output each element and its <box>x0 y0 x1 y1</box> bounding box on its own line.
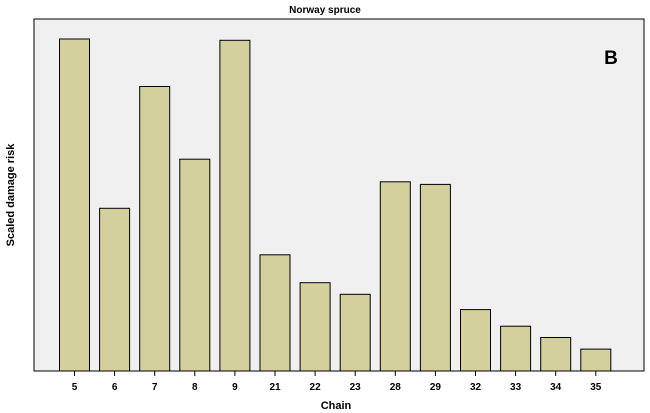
x-tick-label: 6 <box>112 382 118 393</box>
x-tick-label: 23 <box>350 382 362 393</box>
plot-area <box>33 18 645 372</box>
x-tick-label: 35 <box>590 382 602 393</box>
bar-chain-32 <box>460 309 491 372</box>
bar-chain-22 <box>299 282 331 372</box>
bar-chain-6 <box>99 207 131 372</box>
x-ticks-group: 5 6 7 8 9 21 22 23 28 29 32 33 34 35 <box>72 371 602 393</box>
x-tick-label: 7 <box>152 382 158 393</box>
x-tick-label: 32 <box>470 382 482 393</box>
bar-chain-35 <box>580 348 612 372</box>
x-axis-label: Chain <box>321 400 352 412</box>
x-tick-label: 22 <box>310 382 322 393</box>
x-tick-label: 21 <box>269 382 281 393</box>
bar-chain-23 <box>339 293 371 372</box>
bar-chain-8 <box>179 158 211 372</box>
bar-chain-29 <box>419 183 451 372</box>
bar-chain-5 <box>59 38 90 372</box>
x-tick-label: 29 <box>430 382 442 393</box>
y-axis-label: Scaled damage risk <box>5 143 17 247</box>
bar-chain-34 <box>540 337 572 372</box>
x-tick-label: 33 <box>510 382 522 393</box>
x-tick-label: 5 <box>72 382 78 393</box>
x-tick-label: 28 <box>390 382 402 393</box>
bar-chain-33 <box>500 325 532 372</box>
x-tick-label: 8 <box>192 382 198 393</box>
bar-chain-7 <box>139 86 171 372</box>
panel-label: B <box>604 48 618 69</box>
bar-chain-9 <box>219 39 251 372</box>
bar-chain-21 <box>259 254 291 372</box>
x-tick-label: 9 <box>232 382 238 393</box>
chart-title: Norway spruce <box>289 5 361 16</box>
x-tick-label: 34 <box>550 382 562 393</box>
bar-chain-28 <box>379 181 411 372</box>
bars-group <box>59 38 612 372</box>
